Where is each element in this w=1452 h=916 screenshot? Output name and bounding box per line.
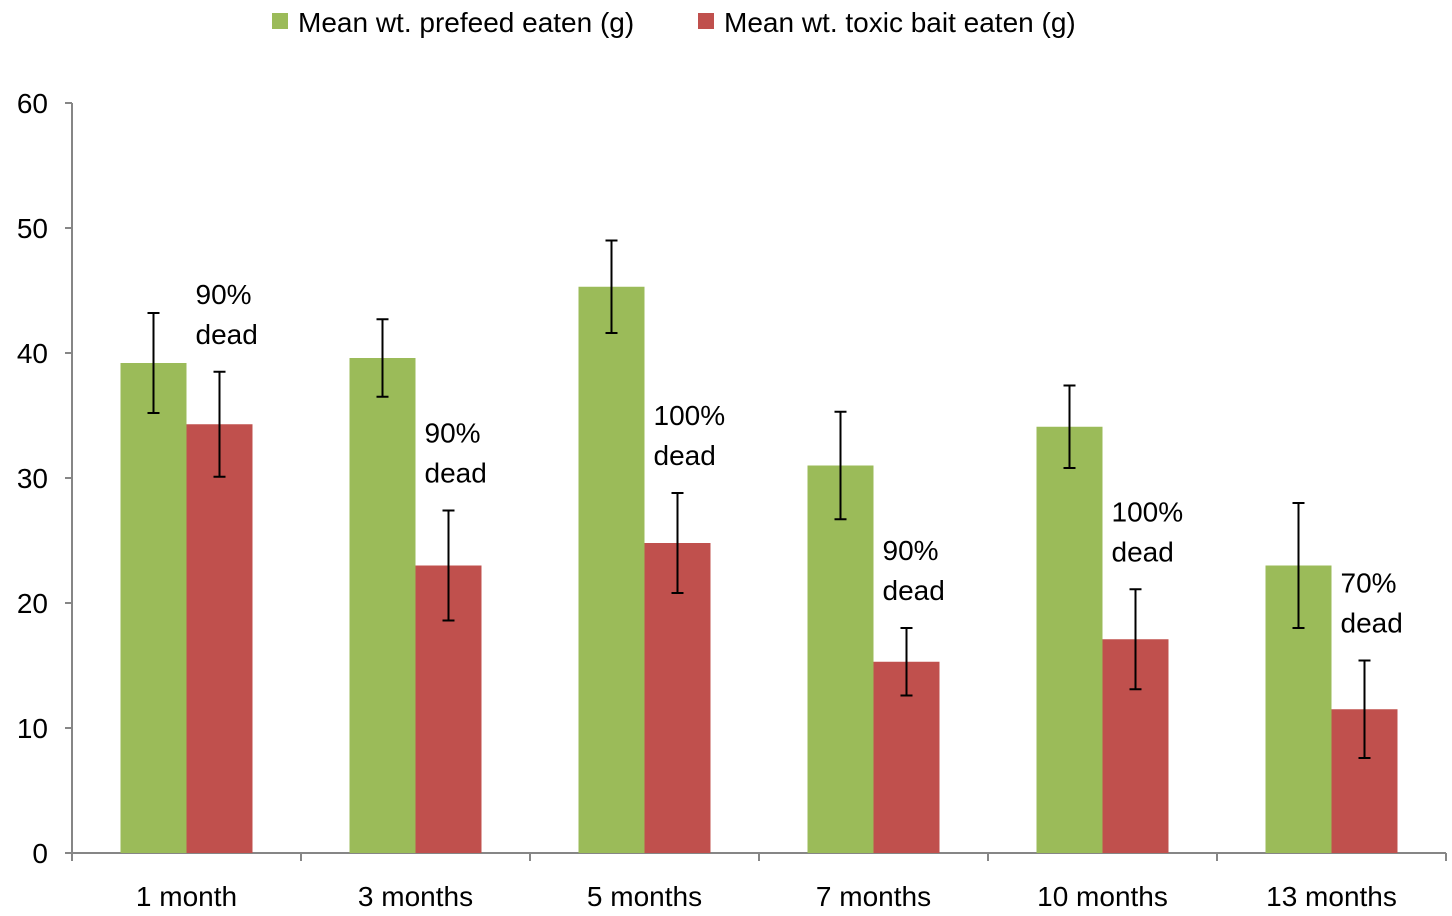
y-tick-label: 0	[32, 838, 48, 869]
error-bars	[147, 239, 1371, 759]
legend-swatch-prefeed	[272, 13, 288, 29]
legend: Mean wt. prefeed eaten (g) Mean wt. toxic…	[272, 7, 1076, 38]
y-tick-label: 40	[17, 338, 48, 369]
y-tick-label: 10	[17, 713, 48, 744]
mortality-annotation: dead	[1112, 536, 1174, 567]
mortality-annotation: dead	[196, 319, 258, 350]
x-tick-label: 1 month	[136, 881, 237, 912]
mortality-annotation: dead	[1341, 608, 1403, 639]
x-tick-label: 3 months	[358, 881, 473, 912]
mortality-annotation: dead	[883, 575, 945, 606]
x-tick-label: 7 months	[816, 881, 931, 912]
mortality-annotation: 90%	[425, 418, 481, 449]
mortality-annotation: 100%	[1112, 496, 1184, 527]
x-tick-label: 10 months	[1037, 881, 1168, 912]
bar-prefeed	[349, 358, 416, 853]
bars	[120, 286, 1398, 853]
legend-swatch-toxic-bait	[698, 13, 714, 29]
annotations: 90% dead 90% dead 100% dead 90% dead 100% dead 70%…	[196, 279, 1403, 639]
bar-prefeed	[578, 286, 645, 853]
mortality-annotation: 100%	[654, 400, 726, 431]
x-tick-label: 5 months	[587, 881, 702, 912]
y-tick-label: 50	[17, 213, 48, 244]
mortality-annotation: 90%	[883, 535, 939, 566]
mortality-annotation: dead	[425, 458, 487, 489]
legend-label-toxic-bait: Mean wt. toxic bait eaten (g)	[724, 7, 1076, 38]
legend-label-prefeed: Mean wt. prefeed eaten (g)	[298, 7, 634, 38]
x-tick-label: 13 months	[1266, 881, 1397, 912]
y-tick-label: 60	[17, 88, 48, 119]
bar-prefeed	[120, 363, 187, 853]
axes: 0 10 20 30 40 50 60 1 month 3 months 5 months 7 mo…	[17, 88, 1447, 912]
bar-toxic-bait	[186, 424, 253, 853]
mortality-annotation: 90%	[196, 279, 252, 310]
bar-prefeed	[1036, 426, 1103, 853]
y-tick-label: 30	[17, 463, 48, 494]
bar-toxic-bait	[644, 543, 711, 853]
mortality-annotation: 70%	[1341, 568, 1397, 599]
y-tick-label: 20	[17, 588, 48, 619]
bar-prefeed	[807, 465, 874, 853]
mortality-annotation: dead	[654, 440, 716, 471]
